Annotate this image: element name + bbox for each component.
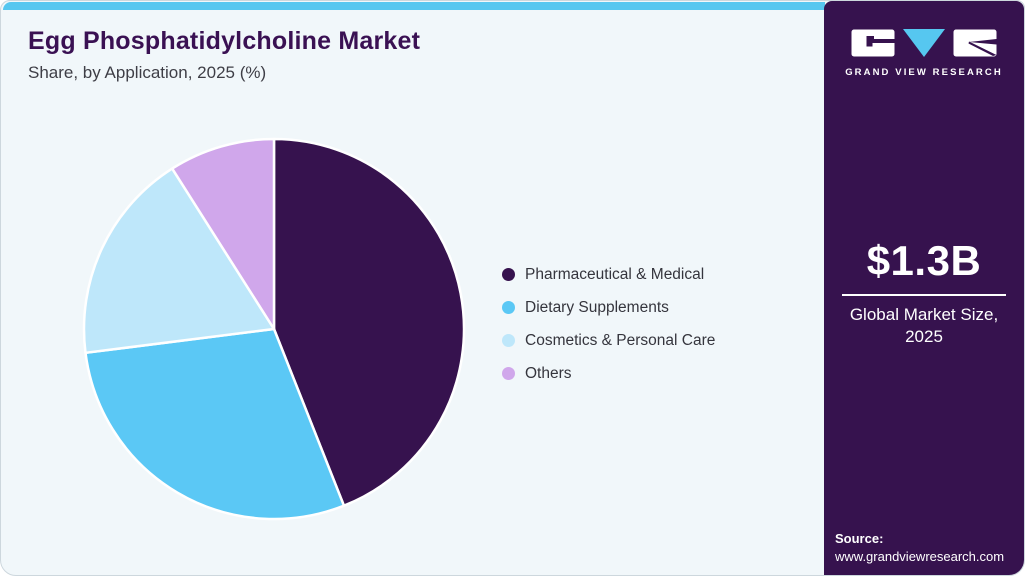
pie-chart [82, 137, 466, 521]
legend-dot [502, 367, 515, 380]
legend-item-pharmaceutical-medical: Pharmaceutical & Medical [502, 265, 715, 284]
market-size-label: Global Market Size, 2025 [849, 305, 999, 347]
source-label: Source: [835, 531, 884, 546]
pie-slice-3 [82, 167, 276, 355]
source-url: www.grandviewresearch.com [835, 549, 1005, 564]
legend-item-others: Others [502, 364, 715, 383]
page-subtitle: Share, by Application, 2025 (%) [28, 63, 267, 82]
divider [842, 294, 1006, 296]
brand-wordmark: GRAND VIEW RESEARCH [845, 67, 1003, 78]
logo-g-tile-icon [851, 29, 895, 57]
logo-v-triangle-icon [903, 29, 945, 57]
pie-chart-container [74, 129, 474, 529]
pie-slice-4 [170, 137, 276, 331]
legend-label: Pharmaceutical & Medical [525, 265, 705, 283]
legend-label: Others [525, 364, 572, 382]
page-title: Egg Phosphatidylcholine Market [28, 27, 421, 55]
market-size-value: $1.3B [866, 237, 982, 284]
chart-legend: Pharmaceutical & Medical Dietary Supplem… [502, 265, 715, 397]
pie-slice-2 [84, 327, 346, 521]
pie-slice-1 [272, 137, 466, 507]
legend-item-dietary-supplements: Dietary Supplements [502, 298, 715, 317]
market-size-callout: $1.3B Global Market Size, 2025 [824, 237, 1024, 348]
logo-r-tile-icon [953, 29, 997, 57]
source-attribution: Source: www.grandviewresearch.com [835, 531, 1004, 564]
sidebar: GRAND VIEW RESEARCH $1.3B Global Market … [824, 1, 1024, 575]
legend-dot [502, 334, 515, 347]
gvr-logo-icon [824, 28, 1024, 58]
top-accent-bar [3, 2, 825, 10]
legend-dot [502, 268, 515, 281]
legend-item-cosmetics-personal-care: Cosmetics & Personal Care [502, 331, 715, 350]
legend-label: Cosmetics & Personal Care [525, 331, 716, 349]
legend-label: Dietary Supplements [525, 298, 669, 316]
legend-dot [502, 301, 515, 314]
header: Egg Phosphatidylcholine Market Share, by… [28, 27, 420, 83]
brand-logo: GRAND VIEW RESEARCH [824, 28, 1024, 78]
